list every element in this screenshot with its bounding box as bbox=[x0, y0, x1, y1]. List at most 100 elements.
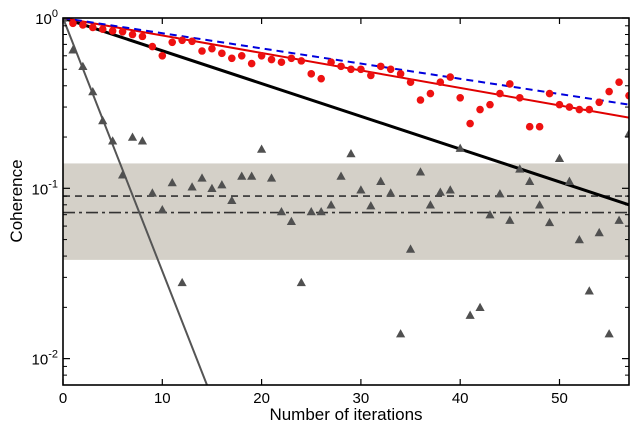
x-tick-label: 20 bbox=[253, 390, 270, 407]
x-tick-label: 40 bbox=[452, 390, 469, 407]
data-point-circle bbox=[426, 89, 435, 98]
data-point-triangle bbox=[574, 234, 584, 244]
data-point-circle bbox=[98, 25, 107, 33]
data-point-triangle bbox=[405, 244, 416, 253]
data-point-circle bbox=[466, 119, 474, 128]
data-point-triangle bbox=[147, 188, 157, 197]
data-point-triangle bbox=[63, 18, 68, 22]
data-point-circle bbox=[595, 98, 604, 107]
data-point-circle bbox=[69, 19, 77, 28]
lines-layer bbox=[63, 18, 629, 385]
data-point-circle bbox=[396, 70, 405, 78]
data-point-circle bbox=[297, 57, 306, 65]
data-point-triangle bbox=[584, 286, 594, 295]
data-point-circle bbox=[148, 42, 157, 51]
data-point-circle bbox=[267, 55, 276, 64]
data-point-triangle bbox=[435, 187, 445, 196]
data-point-circle bbox=[218, 49, 226, 58]
x-tick-label: 0 bbox=[59, 390, 67, 407]
data-point-triangle bbox=[465, 310, 475, 319]
data-point-triangle bbox=[415, 167, 426, 176]
data-point-triangle bbox=[296, 277, 306, 287]
points-layer bbox=[63, 18, 629, 338]
data-point-triangle bbox=[425, 200, 436, 209]
data-point-triangle bbox=[316, 206, 326, 216]
data-point-circle bbox=[108, 27, 117, 35]
data-point-triangle bbox=[306, 206, 316, 216]
data-point-triangle bbox=[614, 215, 624, 224]
fit-line-black bbox=[63, 18, 629, 207]
data-point-circle bbox=[535, 122, 544, 131]
y-tick-label: 10-2 bbox=[32, 349, 58, 369]
data-point-circle bbox=[367, 71, 375, 80]
x-tick-label: 30 bbox=[353, 390, 370, 407]
data-point-circle bbox=[456, 93, 464, 102]
data-point-circle bbox=[138, 32, 147, 41]
data-point-triangle bbox=[624, 128, 629, 138]
data-point-circle bbox=[506, 80, 514, 88]
data-point-circle bbox=[257, 51, 266, 60]
data-point-triangle bbox=[108, 136, 118, 145]
fit-line-blue-dashed bbox=[63, 18, 629, 106]
data-point-circle bbox=[515, 93, 524, 102]
data-point-circle bbox=[446, 73, 455, 81]
data-point-triangle bbox=[336, 171, 346, 180]
data-point-circle bbox=[88, 23, 97, 32]
data-point-circle bbox=[565, 103, 574, 111]
data-point-triangle bbox=[266, 173, 277, 182]
data-point-circle bbox=[327, 58, 335, 67]
y-tick-label: 100 bbox=[35, 8, 58, 28]
data-point-circle bbox=[79, 21, 87, 29]
data-point-triangle bbox=[197, 173, 207, 182]
data-point-circle bbox=[188, 37, 196, 46]
ticks-layer: 0 10 20 30 40 50 10-2 10-1 100 bbox=[32, 8, 629, 407]
data-point-circle bbox=[277, 58, 286, 67]
data-point-circle bbox=[376, 62, 385, 71]
data-point-triangle bbox=[396, 329, 406, 338]
data-point-circle bbox=[555, 100, 564, 109]
fit-line-gray bbox=[63, 18, 208, 385]
data-point-circle bbox=[307, 70, 316, 78]
data-point-circle bbox=[128, 30, 137, 39]
data-point-triangle bbox=[217, 180, 227, 189]
data-point-triangle bbox=[98, 115, 108, 125]
data-point-circle bbox=[525, 122, 534, 131]
data-point-circle bbox=[476, 105, 484, 114]
data-point-triangle bbox=[455, 143, 465, 152]
data-point-triangle bbox=[594, 227, 604, 237]
data-point-circle bbox=[416, 96, 425, 104]
data-point-circle bbox=[575, 105, 584, 114]
data-point-circle bbox=[337, 62, 345, 71]
data-point-circle bbox=[496, 89, 504, 98]
data-point-circle bbox=[198, 47, 206, 55]
data-point-circle bbox=[347, 65, 355, 74]
data-point-circle bbox=[158, 51, 167, 60]
data-point-triangle bbox=[127, 132, 138, 141]
data-point-triangle bbox=[167, 178, 177, 187]
data-point-triangle bbox=[227, 195, 237, 205]
data-point-triangle bbox=[157, 204, 167, 214]
data-point-triangle bbox=[564, 176, 575, 185]
data-point-triangle bbox=[505, 215, 515, 224]
data-point-circle bbox=[317, 74, 325, 83]
data-point-circle bbox=[605, 87, 613, 96]
fit-line-red bbox=[63, 18, 629, 119]
data-point-circle bbox=[625, 91, 629, 100]
data-point-triangle bbox=[346, 148, 356, 158]
data-point-circle bbox=[615, 78, 623, 86]
data-point-triangle bbox=[515, 164, 525, 173]
data-point-triangle bbox=[366, 201, 376, 210]
data-point-circle bbox=[357, 65, 365, 74]
data-point-circle bbox=[237, 51, 246, 60]
y-axis-label: Coherence bbox=[7, 159, 26, 242]
data-point-triangle bbox=[276, 206, 287, 216]
data-point-triangle bbox=[386, 188, 396, 197]
data-point-triangle bbox=[376, 176, 386, 185]
data-point-triangle bbox=[78, 61, 88, 71]
data-point-circle bbox=[247, 59, 256, 68]
data-point-triangle bbox=[187, 182, 197, 191]
data-point-circle bbox=[436, 78, 445, 86]
data-point-circle bbox=[178, 36, 186, 45]
data-point-triangle bbox=[207, 183, 217, 192]
